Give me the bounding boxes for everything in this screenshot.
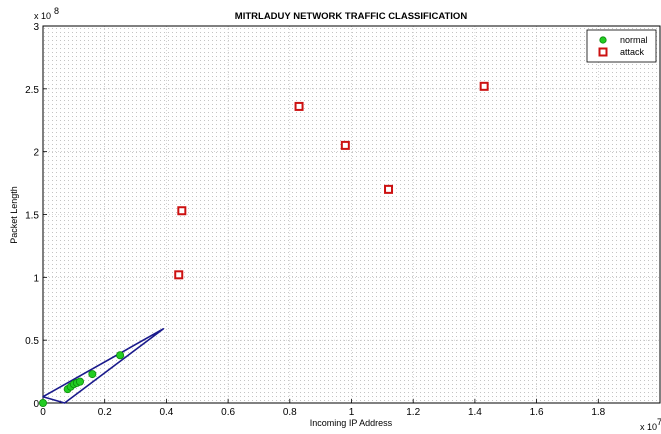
attack-point	[384, 184, 394, 194]
x-exponent-power: 7	[657, 417, 661, 427]
normal-cluster-ellipse	[42, 328, 165, 404]
normal-point	[88, 370, 97, 379]
x-tick-label: 1.2	[406, 407, 420, 418]
legend-normal-marker	[599, 36, 607, 44]
normal-point	[76, 377, 85, 386]
legend-attack-marker	[598, 47, 608, 57]
y-axis-ticks: 0 0.5 1 1.5 2 2.5 3	[25, 22, 47, 410]
plot-dot-grid	[43, 26, 660, 403]
series-attack	[174, 81, 489, 280]
legend-box	[586, 29, 657, 63]
y-tick-label: 2	[33, 148, 39, 159]
y-tick-label: 0.5	[25, 336, 39, 347]
legend-attack-label: attack	[620, 47, 645, 57]
attack-point	[294, 101, 304, 111]
attack-point	[177, 206, 187, 216]
y-tick-label: 2.5	[25, 85, 39, 96]
x-exponent-label: x 10	[640, 422, 657, 432]
normal-point	[116, 351, 125, 360]
y-exponent-label: x 10	[34, 11, 51, 21]
y-tick-label: 0	[33, 399, 39, 410]
x-tick-label: 0.6	[221, 407, 235, 418]
x-axis-label: Incoming IP Address	[310, 418, 393, 428]
attack-point	[479, 81, 489, 91]
chart-title: MITRLADUY NETWORK TRAFFIC CLASSIFICATION	[235, 11, 468, 22]
x-tick-label: 0	[40, 407, 46, 418]
x-tick-label: 1	[349, 407, 355, 418]
x-tick-label: 0.2	[98, 407, 112, 418]
series-normal	[39, 351, 125, 407]
y-tick-label: 1	[33, 273, 39, 284]
y-exponent-power: 8	[54, 6, 59, 16]
legend: normal attack	[586, 29, 657, 63]
x-tick-label: 0.4	[159, 407, 173, 418]
y-tick-label: 1.5	[25, 211, 39, 222]
x-axis-ticks: 0 0.2 0.4 0.6 0.8 1 1.2 1.4 1.6 1.8	[40, 399, 606, 418]
legend-normal-label: normal	[620, 35, 648, 45]
y-tick-label: 3	[33, 22, 39, 33]
attack-point	[340, 140, 350, 150]
x-tick-label: 1.6	[530, 407, 544, 418]
x-tick-label: 1.4	[468, 407, 482, 418]
attack-point	[174, 270, 184, 280]
x-tick-label: 0.8	[283, 407, 297, 418]
x-tick-label: 1.8	[591, 407, 605, 418]
normal-point	[39, 398, 48, 407]
y-axis-label: Packet Length	[9, 186, 19, 244]
